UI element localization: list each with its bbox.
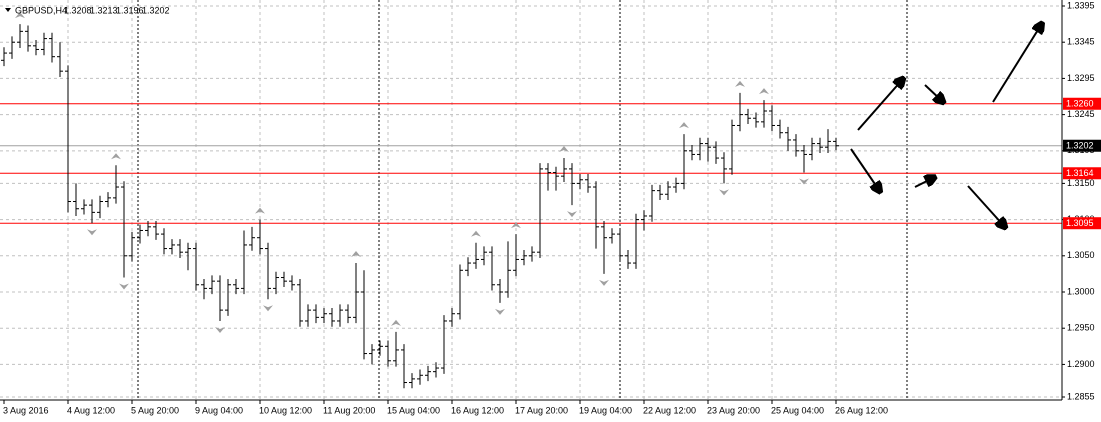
fractal-up bbox=[735, 80, 745, 87]
fractal-up bbox=[351, 251, 361, 258]
last-open: 1.3208 bbox=[64, 5, 92, 15]
x-tick-label: 22 Aug 12:00 bbox=[643, 405, 696, 415]
fractal-up bbox=[391, 319, 401, 326]
level-label: 1.3164 bbox=[1066, 168, 1094, 178]
last-high: 1.3213 bbox=[90, 5, 118, 15]
fractal-down bbox=[263, 305, 273, 312]
x-tick-label: 4 Aug 12:00 bbox=[67, 405, 115, 415]
level-label-box bbox=[1063, 97, 1101, 110]
forecast-arrows bbox=[850, 25, 1041, 226]
x-tick-label: 9 Aug 04:00 bbox=[195, 405, 243, 415]
x-tick-label: 3 Aug 2016 bbox=[3, 405, 49, 415]
price-label: 1.3202 bbox=[1066, 141, 1094, 151]
level-label-box bbox=[1063, 217, 1101, 230]
arrow bbox=[967, 185, 1004, 226]
y-tick-label: 1.3345 bbox=[1067, 37, 1095, 47]
fractal-down bbox=[799, 178, 809, 185]
fractal-up bbox=[759, 88, 769, 95]
x-tick-label: 5 Aug 20:00 bbox=[131, 405, 179, 415]
x-tick-label: 10 Aug 12:00 bbox=[259, 405, 312, 415]
fractal-down bbox=[215, 326, 225, 333]
x-tick-label: 26 Aug 12:00 bbox=[835, 405, 888, 415]
y-tick-label: 1.3150 bbox=[1067, 178, 1095, 188]
y-tick-label: 1.2950 bbox=[1067, 323, 1095, 333]
arrow bbox=[857, 80, 902, 131]
x-tick-label: 16 Aug 12:00 bbox=[451, 405, 504, 415]
fractal-down bbox=[119, 283, 129, 290]
y-tick-label: 1.2900 bbox=[1067, 359, 1095, 369]
y-tick-label: 1.3050 bbox=[1067, 250, 1095, 260]
fractal-up bbox=[511, 222, 521, 229]
price-label-box bbox=[1063, 139, 1101, 152]
fractal-down bbox=[599, 279, 609, 286]
last-low: 1.3196 bbox=[116, 5, 144, 15]
period-separators bbox=[137, 0, 908, 400]
level-label: 1.3095 bbox=[1066, 218, 1094, 228]
fractal-up bbox=[559, 146, 569, 153]
arrow bbox=[924, 84, 942, 101]
fractal-up bbox=[679, 122, 689, 129]
arrow bbox=[850, 148, 879, 190]
x-tick-label: 25 Aug 04:00 bbox=[771, 405, 824, 415]
fractal-down bbox=[87, 229, 97, 236]
bars bbox=[1, 12, 839, 389]
fractal-up bbox=[471, 230, 481, 237]
symbol: GBPUSD,H4 bbox=[15, 5, 67, 15]
y-tick-label: 1.2855 bbox=[1067, 391, 1095, 401]
x-tick-label: 19 Aug 04:00 bbox=[579, 405, 632, 415]
level-label: 1.3260 bbox=[1066, 99, 1094, 109]
x-tick-label: 23 Aug 20:00 bbox=[707, 405, 760, 415]
fractal-down bbox=[567, 211, 577, 218]
arrow bbox=[992, 25, 1041, 103]
levels bbox=[0, 103, 1062, 224]
y-tick-label: 1.3395 bbox=[1067, 0, 1095, 10]
header: GBPUSD,H4 1.3208 1.3213 1.3196 1.3202 bbox=[5, 5, 170, 15]
fractal-up bbox=[255, 207, 265, 214]
x-tick-label: 11 Aug 20:00 bbox=[323, 405, 375, 415]
fractal-up bbox=[111, 153, 121, 160]
fractal-up bbox=[15, 12, 25, 19]
level-label-box bbox=[1063, 167, 1101, 180]
arrow bbox=[914, 178, 933, 188]
menu-icon bbox=[5, 8, 11, 12]
last-close: 1.3202 bbox=[142, 5, 170, 15]
x-tick-label: 15 Aug 04:00 bbox=[387, 405, 440, 415]
fractal-down bbox=[719, 189, 729, 196]
fractal-down bbox=[495, 308, 505, 315]
y-tick-label: 1.3000 bbox=[1067, 286, 1095, 296]
x-tick-label: 17 Aug 20:00 bbox=[515, 405, 568, 415]
y-tick-label: 1.3245 bbox=[1067, 109, 1095, 119]
y-tick-label: 1.3295 bbox=[1067, 73, 1095, 83]
